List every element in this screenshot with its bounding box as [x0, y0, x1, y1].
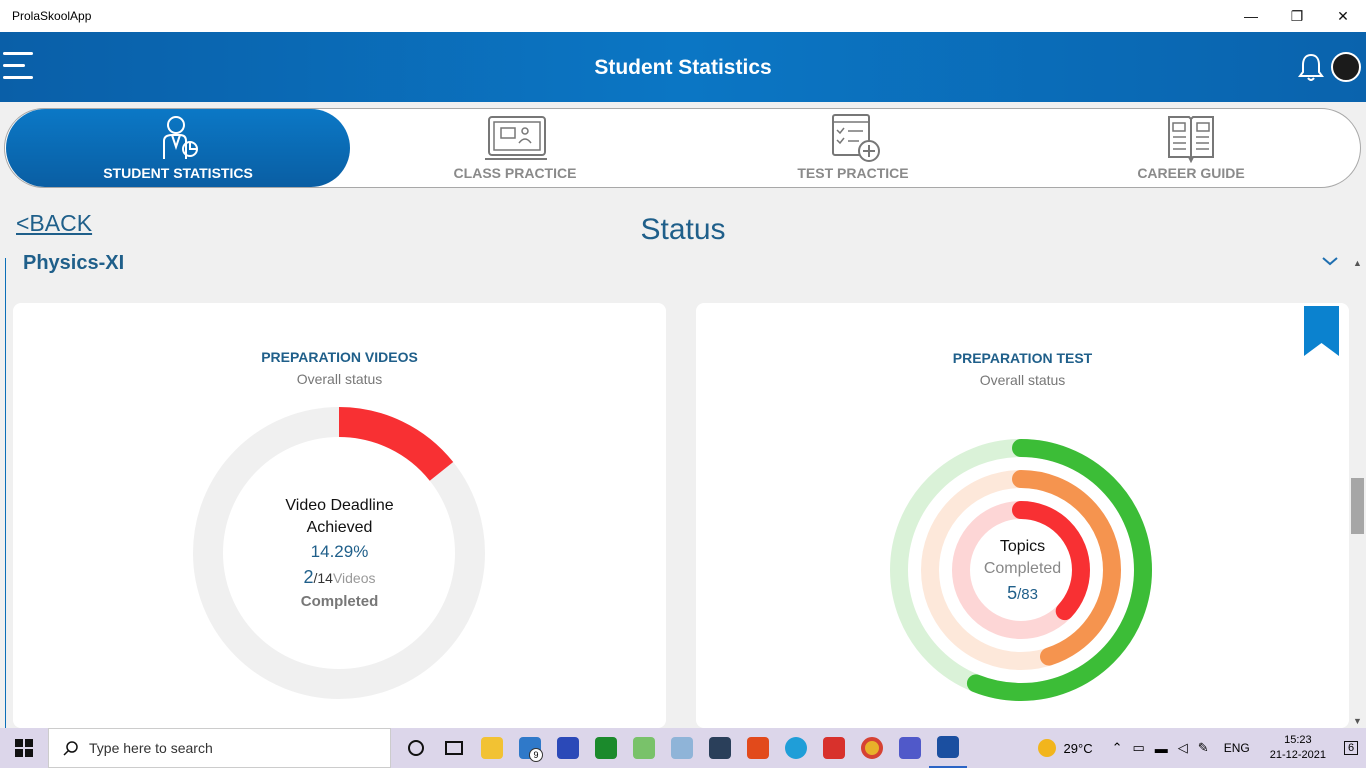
edge-icon[interactable]	[777, 728, 815, 768]
ring-progress-middle	[921, 470, 1121, 670]
scroll-up-arrow-icon[interactable]: ▲	[1353, 258, 1362, 268]
scroll-thumb[interactable]	[1351, 478, 1364, 534]
tab-label: STUDENT STATISTICS	[103, 165, 253, 181]
notification-center-icon[interactable]: 6	[1336, 728, 1366, 768]
videos-donut-chart	[193, 407, 485, 699]
tab-label: TEST PRACTICE	[797, 165, 909, 181]
snip-tool-icon[interactable]	[625, 728, 663, 768]
store-icon[interactable]	[701, 728, 739, 768]
subject-title: Physics-XI	[23, 252, 125, 274]
content-divider	[5, 258, 6, 728]
clock-time: 15:23	[1284, 734, 1312, 746]
mail-icon[interactable]: 9	[511, 728, 549, 768]
scroll-down-arrow-icon[interactable]: ▼	[1353, 716, 1362, 726]
ring-progress-outer	[890, 439, 1152, 701]
mail-badge: 9	[529, 748, 543, 762]
chrome-icon[interactable]	[853, 728, 891, 768]
topics-completed-count: 5	[1007, 583, 1018, 603]
videos-unit: Videos	[332, 570, 376, 586]
math-app-icon[interactable]	[549, 728, 587, 768]
search-icon	[63, 741, 78, 756]
ring-progress-inner	[952, 501, 1090, 639]
card-subtitle: Overall status	[979, 372, 1066, 388]
weather-sun-icon	[1037, 739, 1056, 757]
weather-widget[interactable]: 29°C	[1037, 739, 1093, 757]
bookmark-icon[interactable]	[1304, 306, 1339, 356]
xbox-icon[interactable]	[587, 728, 625, 768]
tab-class-practice[interactable]: CLASS PRACTICE	[345, 109, 685, 187]
pen-icon[interactable]: ✎	[1197, 740, 1209, 755]
language-indicator[interactable]: ENG	[1223, 741, 1250, 755]
completed-label: Completed	[300, 593, 379, 610]
page-title: Status	[640, 213, 726, 246]
close-button[interactable]: ✕	[1337, 7, 1349, 24]
wps-icon[interactable]	[815, 728, 853, 768]
back-link[interactable]: <BACK	[16, 210, 93, 236]
videos-total-count: /14	[313, 570, 333, 586]
card-title: PREPARATION TEST	[952, 350, 1093, 366]
presentation-board-icon	[485, 116, 547, 160]
cortana-icon[interactable]	[397, 728, 435, 768]
tab-test-practice[interactable]: TEST PRACTICE	[683, 109, 1023, 187]
tab-student-statistics[interactable]: STUDENT STATISTICS	[6, 109, 350, 187]
main-tab-strip: STUDENT STATISTICS CLASS PRACTICE TEST P…	[4, 108, 1361, 188]
weather-temp: 29°C	[1063, 740, 1093, 756]
checklist-add-icon	[832, 114, 880, 162]
task-view-icon[interactable]	[435, 728, 473, 768]
chevron-down-icon[interactable]	[1321, 254, 1339, 268]
video-deadline-label: Video Deadline	[285, 497, 394, 514]
network-icon[interactable]: ▭	[1132, 740, 1145, 755]
office-icon[interactable]	[739, 728, 777, 768]
topics-completed-label: Completed	[983, 560, 1062, 577]
topics-total-count: /83	[1017, 586, 1038, 603]
tab-career-guide[interactable]: CAREER GUIDE	[1021, 109, 1361, 187]
file-explorer-icon[interactable]	[473, 728, 511, 768]
student-statistics-icon	[163, 116, 198, 159]
system-tray: 29°C ⌃ ▭ ▬ ◁ ✎ ENG 15:23 21-12-2021 6	[1037, 728, 1366, 768]
videos-count: 2/14Videos	[13, 567, 666, 588]
preparation-test-card: PREPARATION TEST Overall status Topics C…	[696, 303, 1349, 728]
clock[interactable]: 15:23 21-12-2021	[1270, 733, 1326, 763]
videos-completed-count: 2	[303, 567, 314, 587]
topics-count: 5/83	[696, 583, 1349, 604]
clock-date: 21-12-2021	[1269, 749, 1326, 761]
window-titlebar: ProlaSkoolApp — ❐ ✕	[0, 0, 1366, 32]
header-title: Student Statistics	[594, 56, 772, 79]
tab-label: CLASS PRACTICE	[453, 165, 577, 181]
window-controls: — ❐ ✕	[1228, 0, 1366, 32]
notes-app-icon[interactable]	[663, 728, 701, 768]
prolaskool-taskbar-icon[interactable]	[929, 728, 967, 768]
topics-label: Topics	[999, 538, 1046, 555]
teams-icon[interactable]	[891, 728, 929, 768]
battery-icon[interactable]: ▬	[1154, 740, 1168, 756]
minimize-button[interactable]: —	[1244, 8, 1258, 24]
preparation-videos-card: PREPARATION VIDEOS Overall status Video …	[13, 303, 666, 728]
vertical-scrollbar[interactable]: ▲ ▼	[1349, 256, 1366, 728]
taskbar-pinned-apps: 9	[397, 728, 967, 768]
notification-count: 6	[1343, 741, 1359, 755]
tray-chevron-up-icon[interactable]: ⌃	[1111, 740, 1123, 755]
bell-icon[interactable]	[1297, 52, 1325, 82]
speaker-icon[interactable]: ◁	[1177, 740, 1188, 755]
avatar[interactable]	[1331, 52, 1361, 82]
taskbar-search-box[interactable]: Type here to search	[48, 728, 391, 768]
card-subtitle: Overall status	[296, 371, 383, 387]
card-title: PREPARATION VIDEOS	[261, 349, 418, 365]
open-book-icon	[1168, 116, 1214, 163]
tab-label: CAREER GUIDE	[1137, 165, 1245, 181]
achieved-label: Achieved	[306, 519, 373, 536]
videos-donut-progress	[193, 407, 485, 699]
app-title: ProlaSkoolApp	[12, 9, 92, 23]
maximize-button[interactable]: ❐	[1290, 7, 1304, 24]
windows-taskbar: Type here to search 9 29°C ⌃ ▭ ▬ ◁ ✎ ENG…	[0, 728, 1366, 768]
topics-ring-chart	[890, 439, 1152, 701]
app-header: Student Statistics	[0, 32, 1366, 102]
search-placeholder: Type here to search	[89, 740, 213, 756]
windows-start-icon[interactable]	[0, 728, 48, 768]
hamburger-menu-icon[interactable]	[3, 52, 33, 82]
completion-percent: 14.29%	[310, 542, 369, 561]
